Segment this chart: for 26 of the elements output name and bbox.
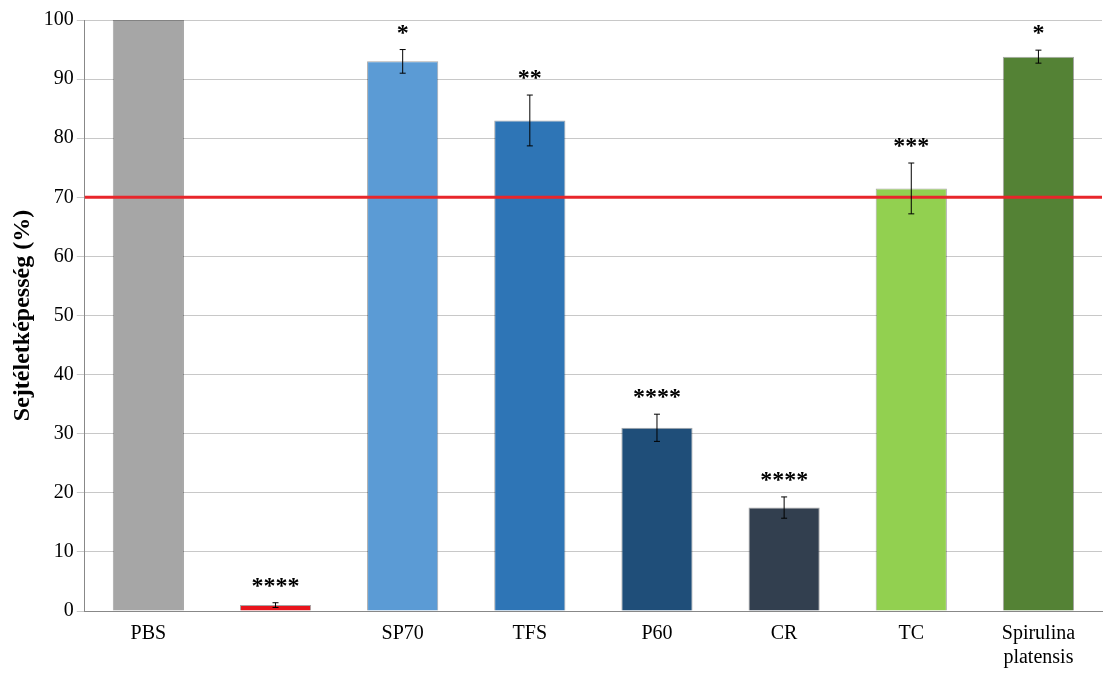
y-tick-label: 10 — [53, 539, 74, 562]
x-tick-label: PBS — [130, 621, 167, 644]
y-tick-label: 40 — [53, 361, 74, 384]
data-label: * — [396, 18, 409, 45]
y-tick-label: 0 — [63, 598, 74, 621]
y-tick-label: 100 — [43, 7, 74, 30]
x-tick-label: P60 — [641, 621, 673, 644]
y-tick-label: 70 — [53, 184, 74, 207]
y-tick-label: 60 — [53, 243, 74, 266]
y-tick-label: 20 — [53, 480, 74, 503]
y-axis-title: Sejtéletképesség (%) — [7, 209, 34, 422]
x-tick-label: Spirulina platensis — [1001, 621, 1076, 669]
data-label: **** — [760, 466, 809, 493]
data-label: **** — [632, 383, 681, 410]
y-tick-label: 50 — [53, 302, 74, 325]
x-tick-label: CR — [770, 621, 799, 644]
data-label: *** — [893, 132, 930, 159]
data-label: * — [1032, 19, 1045, 46]
x-tick-label: SP70 — [381, 621, 424, 644]
data-label: ** — [517, 64, 542, 91]
y-tick-label: 80 — [53, 125, 74, 148]
y-tick-label: 90 — [53, 66, 74, 89]
data-label: **** — [251, 571, 300, 598]
y-tick-label: 30 — [53, 420, 74, 443]
x-tick-label: TC — [898, 621, 925, 644]
x-tick-label: TFS — [512, 621, 548, 644]
